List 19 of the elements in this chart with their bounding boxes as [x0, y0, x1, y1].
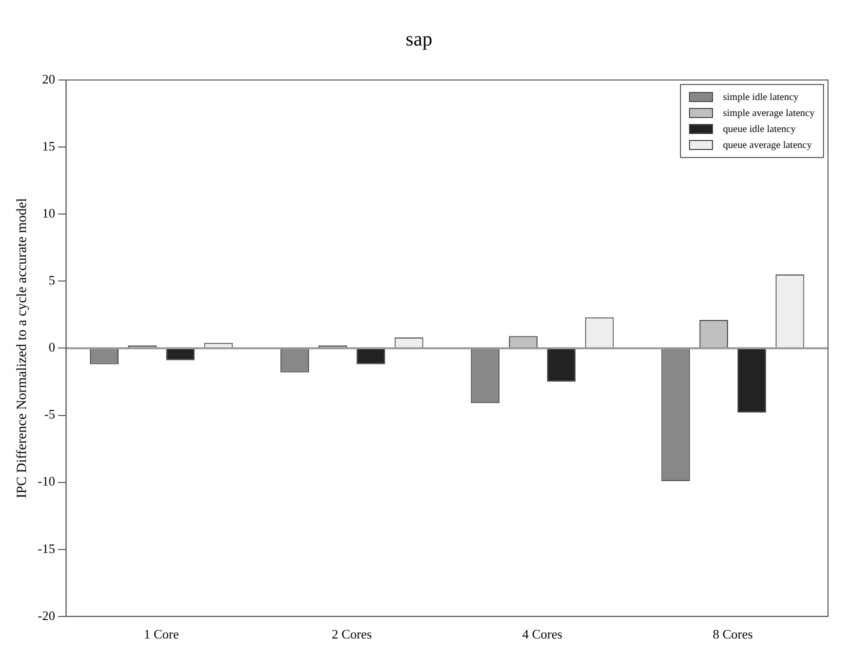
- legend-label: simple average latency: [723, 108, 815, 118]
- legend-label: simple idle latency: [723, 92, 799, 102]
- y-axis-title: IPC Difference Normalized to a cycle accurate model: [15, 198, 30, 498]
- y-tick-label: 15: [42, 138, 56, 154]
- y-tick-label: 20: [42, 71, 56, 86]
- x-tick-label: 8 Cores: [712, 626, 753, 642]
- y-tick-label: 0: [48, 340, 56, 355]
- y-tick-label: -15: [38, 540, 56, 556]
- y-tick-label: 5: [48, 272, 56, 288]
- chart-title: sap: [406, 28, 432, 50]
- y-tick-label: 10: [42, 206, 56, 221]
- y-tick-label: -5: [44, 406, 56, 422]
- legend-label: queue average latency: [723, 140, 812, 150]
- y-tick-label: -10: [38, 474, 56, 489]
- x-tick-label: 1 Core: [144, 626, 180, 642]
- x-tick-label: 2 Cores: [332, 626, 372, 642]
- x-tick-label: 4 Cores: [522, 626, 562, 642]
- legend-label: queue idle latency: [723, 124, 796, 134]
- y-tick-label: -20: [38, 608, 56, 623]
